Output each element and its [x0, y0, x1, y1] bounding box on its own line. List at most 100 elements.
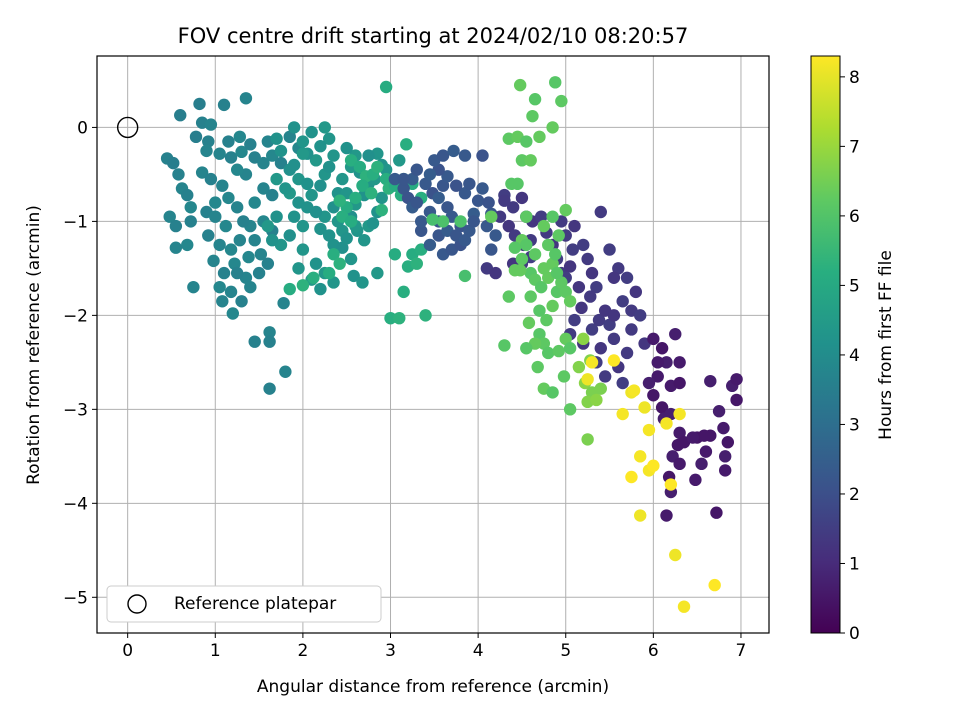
scatter-point	[718, 450, 732, 463]
scatter-point	[485, 210, 498, 223]
scatter-point	[296, 135, 310, 148]
y-tick-label: −3	[63, 400, 88, 420]
scatter-point	[277, 296, 290, 310]
scatter-point	[535, 210, 548, 223]
scatter-point	[673, 407, 686, 421]
scatter-point	[406, 172, 419, 186]
plot-area	[96, 55, 770, 634]
scatter-point	[531, 360, 544, 374]
scatter-point	[482, 196, 495, 209]
scatter-point	[322, 229, 336, 242]
scatter-point	[607, 354, 621, 367]
scatter-point	[432, 191, 445, 205]
y-tick-label: 0	[77, 118, 88, 138]
scatter-point	[689, 473, 702, 487]
scatter-point	[590, 393, 603, 407]
scatter-point	[314, 179, 327, 192]
scatter-point	[555, 94, 568, 108]
scatter-point	[423, 238, 437, 252]
scatter-point	[257, 182, 270, 195]
x-axis-ticks: 0 1 2 3 4 5 6 7	[122, 633, 746, 661]
scatter-point	[388, 248, 402, 261]
legend-marker-icon	[127, 594, 147, 614]
scatter-point	[563, 295, 577, 308]
y-tick-label: −4	[63, 494, 88, 514]
scatter-point	[414, 215, 428, 228]
scatter-point	[485, 243, 498, 256]
scatter-point	[581, 252, 594, 266]
scatter-point	[585, 323, 599, 336]
scatter-points	[160, 76, 743, 613]
scatter-point	[598, 370, 612, 383]
scatter-point	[513, 78, 527, 92]
colorbar-tick-label: 8	[849, 68, 860, 88]
scatter-point	[181, 188, 194, 202]
scatter-point	[204, 172, 218, 186]
scatter-point	[524, 154, 537, 167]
scatter-point	[189, 130, 203, 144]
scatter-point	[441, 201, 454, 214]
scatter-point	[362, 149, 375, 162]
scatter-point	[400, 138, 413, 151]
x-tick-label: 2	[297, 641, 308, 661]
scatter-point	[305, 125, 318, 139]
scatter-point	[603, 318, 616, 331]
scatter-point	[419, 309, 432, 322]
scatter-point	[235, 145, 248, 159]
scatter-point	[673, 376, 686, 390]
scatter-point	[520, 135, 533, 148]
scatter-point	[309, 257, 323, 270]
scatter-point	[371, 160, 384, 174]
scatter-point	[233, 233, 247, 247]
scatter-point	[708, 578, 721, 592]
scatter-point	[379, 172, 393, 186]
scatter-point	[533, 130, 546, 144]
colorbar-tick-label: 2	[849, 485, 860, 505]
scatter-point	[184, 215, 197, 228]
scatter-point	[660, 509, 673, 522]
scatter-point	[712, 405, 726, 418]
scatter-point	[704, 374, 717, 388]
scatter-point	[202, 229, 215, 242]
scatter-point	[550, 266, 564, 280]
scatter-point	[213, 238, 226, 252]
scatter-point	[263, 326, 276, 339]
scatter-point	[252, 266, 266, 280]
scatter-point	[584, 290, 597, 303]
scatter-point	[612, 262, 625, 275]
scatter-point	[388, 172, 402, 186]
y-axis-label: Rotation from reference (arcmin)	[24, 205, 44, 485]
scatter-point	[242, 250, 255, 264]
scatter-point	[522, 316, 536, 330]
scatter-point	[476, 149, 489, 162]
scatter-point	[660, 356, 673, 369]
scatter-point	[248, 335, 261, 348]
scatter-point	[224, 285, 238, 299]
scatter-point	[454, 215, 467, 228]
scatter-point	[209, 196, 222, 209]
scatter-point	[524, 290, 537, 303]
scatter-point	[563, 342, 577, 355]
scatter-point	[489, 229, 502, 242]
scatter-point	[655, 401, 669, 414]
scatter-point	[505, 177, 518, 191]
scatter-point	[695, 457, 708, 471]
scatter-point	[172, 168, 185, 181]
scatter-point	[559, 285, 572, 299]
colorbar-tick-label: 7	[849, 137, 860, 157]
scatter-point	[528, 93, 542, 106]
scatter-point	[458, 149, 472, 162]
scatter-point	[228, 257, 241, 270]
colorbar-tick-label: 3	[849, 415, 860, 435]
scatter-point	[730, 393, 743, 407]
scatter-point	[344, 154, 358, 167]
scatter-point	[508, 241, 522, 254]
colorbar	[810, 55, 841, 634]
scatter-point	[307, 271, 320, 284]
scatter-point	[673, 356, 686, 369]
x-tick-label: 4	[473, 641, 484, 661]
scatter-point	[555, 276, 568, 289]
scatter-point	[625, 323, 638, 336]
scatter-point	[426, 213, 439, 226]
scatter-point	[202, 135, 215, 148]
